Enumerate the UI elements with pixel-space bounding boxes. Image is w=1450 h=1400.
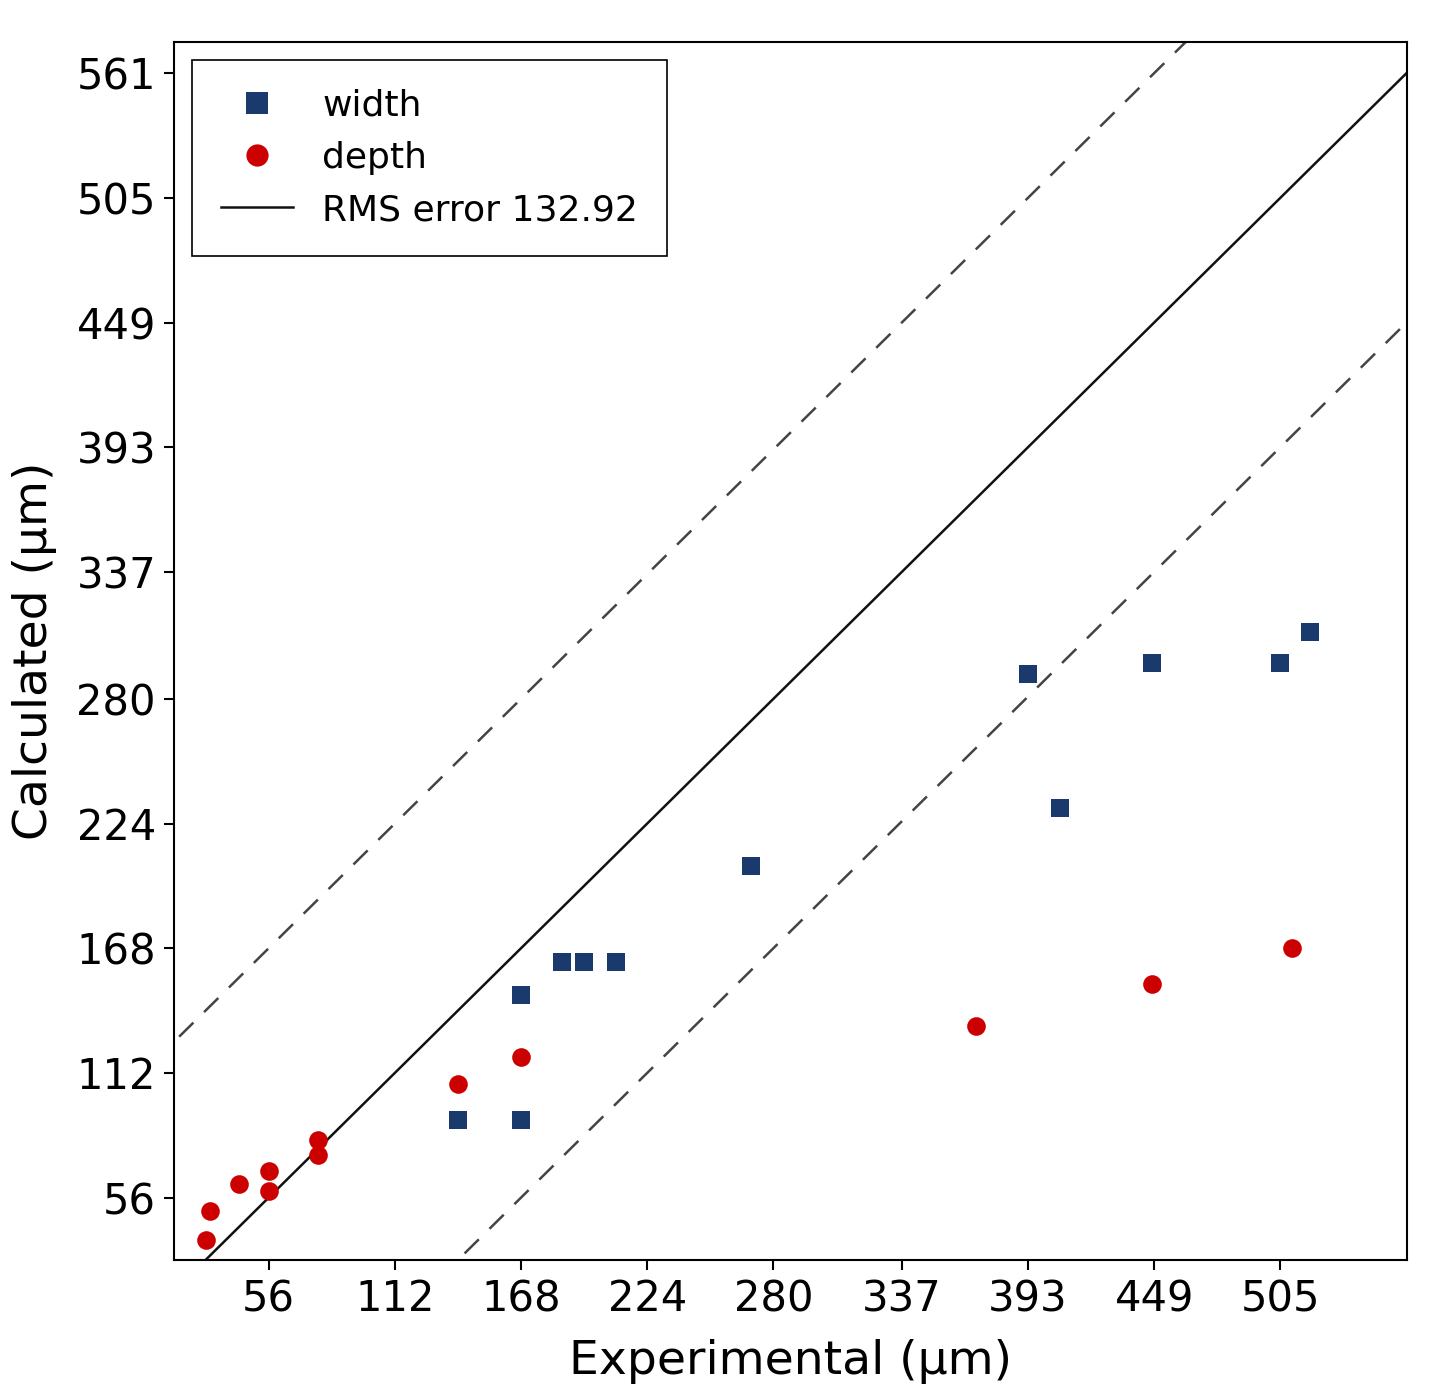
Point [509,1046,532,1068]
X-axis label: Experimental (μm): Experimental (μm) [568,1340,1012,1385]
Point [1016,664,1040,686]
Point [306,1144,329,1166]
Point [1298,620,1321,643]
Y-axis label: Calculated (μm): Calculated (μm) [12,462,57,840]
Point [447,1072,470,1095]
Legend: width, depth, RMS error 132.92: width, depth, RMS error 132.92 [191,60,667,256]
Point [1140,652,1163,675]
Point [605,951,628,973]
Point [306,1128,329,1151]
Point [964,1015,987,1037]
Point [1280,937,1304,959]
Point [257,1159,280,1182]
Point [1269,652,1292,675]
Point [573,951,596,973]
Point [447,1109,470,1131]
Point [509,984,532,1007]
Point [509,1109,532,1131]
Point [194,1229,218,1252]
Point [199,1200,222,1222]
Point [228,1173,251,1196]
Point [257,1180,280,1203]
Point [1140,973,1163,995]
Point [740,854,763,876]
Point [550,951,573,973]
Point [1048,797,1072,819]
